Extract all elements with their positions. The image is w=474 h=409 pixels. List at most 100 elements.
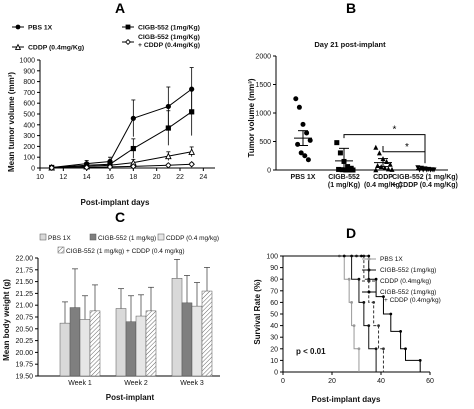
panel-letter-a: A	[115, 0, 125, 16]
panel-b-point	[389, 166, 395, 172]
panel-letter-d: D	[346, 225, 356, 241]
panel-c-legend-label: CIGB-552 (1 mg/kg) + CDDP (0.4 mg/kg)	[66, 248, 185, 255]
panel-a-y-tick-label: 600	[23, 101, 35, 108]
panel-d-legend-label: CIGB-552 (1mg/kg)	[380, 289, 436, 296]
panel-d-x-tick-label: 20	[328, 378, 336, 385]
panel-b-point	[373, 167, 379, 173]
panel-c-y-tick-label: 19.50	[15, 374, 33, 381]
panel-d-y-tick-label: 100	[266, 254, 278, 261]
panel-a-legend-marker	[125, 24, 131, 30]
panel-c-y-tick-label: 20.50	[15, 326, 33, 333]
panel-b-point	[336, 166, 342, 172]
panel-b-point	[384, 158, 390, 164]
panel-a-y-tick-label: 200	[23, 144, 35, 151]
panel-a-series-line	[51, 151, 192, 168]
panel-c-legend-swatch	[157, 233, 165, 241]
panel-d-censor-point	[347, 277, 351, 281]
panel-b-point	[387, 161, 393, 167]
panel-c-y-tick-label: 21.00	[15, 303, 33, 310]
panel-b-point	[295, 141, 301, 147]
panel-c-legend-label: PBS 1X	[48, 235, 71, 242]
panel-a-x-tick-label: 12	[59, 174, 67, 181]
panel-c-bar	[191, 305, 203, 377]
panel-b-category-label: CIGB-552	[328, 174, 360, 181]
panel-d-y-tick-label: 20	[270, 346, 278, 353]
panel-c-bar	[181, 302, 193, 377]
panel-a-point	[165, 125, 171, 131]
panel-c-y-tick-label: 22.00	[15, 256, 33, 263]
panel-b-category-label: CDDP	[373, 174, 393, 181]
panel-b-category-label: + CDDP (0.4 mg/Kg)	[392, 182, 458, 189]
panel-b-y-tick-label: 1000	[255, 111, 271, 118]
panel-b-point	[376, 150, 382, 156]
panel-b-y-tick-label: 0	[267, 168, 271, 175]
panel-a-point	[165, 103, 171, 110]
panel-a-point	[188, 148, 195, 155]
panel-d-censor-point	[399, 330, 402, 333]
panel-b-ylabel: Tumor volume (mm³)	[247, 78, 256, 157]
panel-c-legend-swatch	[57, 246, 65, 254]
panel-d-censor-point	[389, 312, 393, 316]
panel-a-x-tick-label: 18	[129, 174, 137, 181]
panel-b-significance-star: *	[405, 142, 409, 153]
panel-a-legend-label: CIGB-552 (1mg/Kg)	[138, 25, 200, 32]
panel-a-point	[83, 164, 90, 171]
panel-c-legend-label: CIGB-552 (1 mg/kg)	[98, 235, 156, 242]
panel-d-legend-marker	[367, 279, 371, 283]
panel-d-censor-point	[367, 324, 371, 327]
panel-d-chart: 0 10 20 30 40 50 60 70 80 90 100 0 20 40 60 PBS 1X CIGB…	[253, 254, 441, 405]
panel-b-point	[305, 157, 311, 163]
panel-a-y-tick-label: 100	[23, 155, 35, 162]
panel-a-x-tick-label: 22	[176, 174, 184, 181]
panel-b-point	[302, 153, 308, 159]
panel-b-chart: Day 21 post-implant 0 500 1000 1500 2000 PBS …	[247, 40, 458, 189]
panel-d-censor-point	[357, 277, 361, 281]
panel-a-legend-label: CIGB-552 (1mg/Kg)	[138, 34, 200, 41]
panel-a-point	[106, 163, 114, 171]
panel-a-series-line	[51, 88, 192, 168]
panel-c-category-label: Week 2	[124, 380, 148, 387]
panel-a-series-line	[51, 163, 192, 169]
panel-b-y-tick-label: 2000	[255, 54, 271, 61]
panel-b-category-label: (0.4 mg/Kg)	[364, 182, 402, 189]
panel-d-legend-label: + CDDP (0.4mg/kg)	[384, 297, 441, 304]
panel-letter-c: C	[115, 209, 125, 225]
panel-a-axes: 0 100 200 300 400 500 600 700 800 900 1000 10 12 14 16…	[19, 58, 215, 181]
panel-a-legend-marker	[14, 43, 22, 50]
panel-b-point	[350, 167, 356, 173]
panel-a-point	[130, 163, 137, 170]
panel-a-legend-label: + CDDP (0.4mg/Kg)	[138, 42, 200, 49]
panel-a-chart: 0 100 200 300 400 500 600 700 800 900 1000 10 12 14 16…	[7, 24, 215, 207]
panel-a-x-tick-label: 24	[199, 174, 207, 181]
panel-a-point	[130, 115, 136, 121]
panel-d-x-tick-label: 40	[377, 378, 385, 385]
panel-c-legend-swatch	[89, 233, 97, 241]
panel-b-category-label: CIGB-552 (1 mg/Kg)	[392, 174, 458, 181]
panel-c-y-tick-label: 20.00	[15, 350, 33, 357]
panel-d-censor-point	[350, 301, 353, 304]
panel-b-point	[298, 150, 304, 156]
panel-c-y-tick-label: 19.75	[15, 362, 33, 369]
panel-d-marks	[283, 254, 422, 372]
panel-c-chart: PBS 1X CIGB-552 (1 mg/kg) CDDP (0.4 mg/kg)…	[2, 233, 220, 402]
panel-a-y-tick-label: 300	[23, 133, 35, 140]
panel-b-point	[431, 167, 437, 173]
panel-d-y-tick-label: 90	[270, 265, 278, 272]
panel-d-censor-point	[374, 347, 378, 351]
panel-b-point	[293, 96, 299, 102]
panel-a-legend-label: PBS 1X	[28, 25, 53, 32]
panel-c-y-tick-label: 20.75	[15, 315, 33, 322]
panel-d-censor-point	[352, 324, 356, 327]
panel-c-xlabel: Post-implant	[106, 393, 155, 402]
panel-b-significance-star: *	[393, 125, 397, 136]
panel-b-marks: **	[293, 96, 437, 173]
panel-b-point	[307, 137, 313, 143]
panel-b-title: Day 21 post-implant	[314, 40, 386, 49]
panel-d-legend-marker	[367, 268, 371, 272]
panel-d-legend: PBS 1X CIGB-552 (1mg/kg) CDDP (0.4mg/kg) CI…	[362, 256, 441, 304]
panel-a-y-tick-label: 1000	[19, 58, 35, 65]
panel-d-y-tick-label: 60	[270, 300, 278, 307]
panel-c-legend: PBS 1X CIGB-552 (1 mg/kg) CDDP (0.4 mg/kg)…	[39, 233, 219, 255]
panel-d-x-tick-label: 60	[426, 378, 434, 385]
